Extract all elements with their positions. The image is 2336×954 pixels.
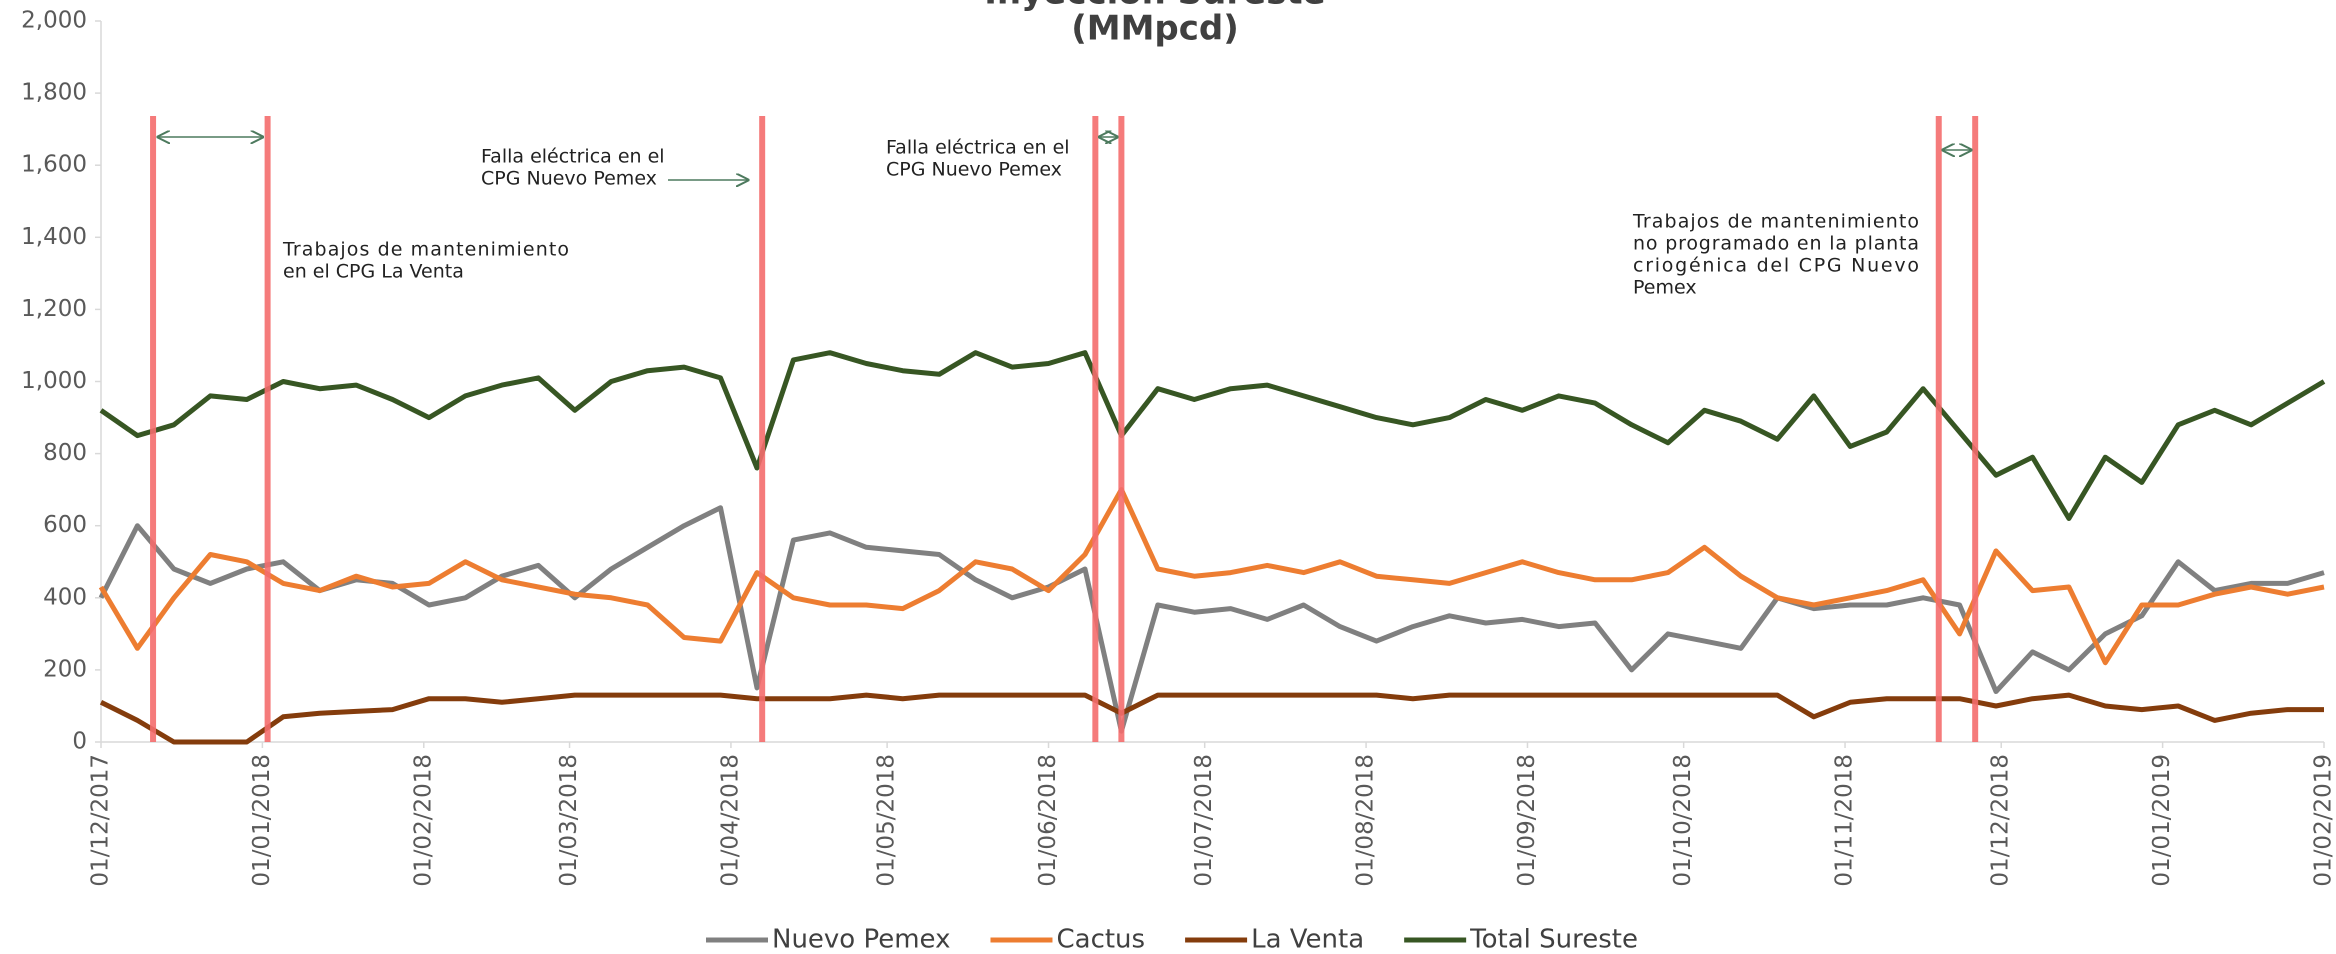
y-tick-label: 2,000 [21, 8, 87, 34]
chart-subtitle: (MMpcd) [1071, 9, 1239, 49]
x-tick-label: 01/02/2019 [2311, 754, 2336, 887]
x-tick-label: 01/01/2019 [2149, 754, 2175, 887]
y-tick-label: 800 [43, 440, 87, 466]
x-tick-label: 01/05/2018 [874, 754, 900, 887]
annotation: CPG Nuevo Pemex [886, 159, 1062, 181]
title: Inyección Sureste (MMpcd) [984, 0, 1326, 49]
x-tick-label: 01/09/2018 [1514, 754, 1540, 887]
y-tick-label: 200 [43, 656, 87, 682]
series-line [98, 487, 2325, 666]
x-tick-label: 01/04/2018 [717, 754, 743, 887]
annotation: Falla eléctrica en el [481, 146, 665, 168]
y-tick-label: 1,800 [21, 80, 87, 106]
x-tick-label: 01/07/2018 [1191, 754, 1217, 887]
y-tick-label: 400 [43, 584, 87, 610]
x-tick-label: 01/06/2018 [1035, 754, 1061, 887]
legend-label: Nuevo Pemex [772, 925, 950, 954]
annotation: CPG Nuevo Pemex [481, 168, 657, 190]
x-tick-label: 01/03/2018 [556, 754, 582, 887]
series-line [99, 350, 2326, 521]
x-tick-label: 01/12/2017 [88, 754, 114, 887]
annotation: en el CPG La Venta [283, 261, 464, 283]
series-line [98, 505, 2325, 734]
annotation: no programado en la planta [1633, 233, 1919, 255]
annotation: Falla eléctrica en el [886, 137, 1070, 159]
annotation: Trabajos de mantenimiento [282, 239, 569, 261]
x-tick-label: 01/12/2018 [1988, 754, 2014, 887]
y-tick-label: 1,600 [21, 152, 87, 178]
y-tick-label: 1,400 [21, 224, 87, 250]
y-tick-label: 1,000 [21, 368, 87, 394]
legend: Nuevo Pemex Cactus La Venta Total Sureste [706, 925, 1638, 954]
x-tick-label: 01/08/2018 [1353, 754, 1379, 887]
y-tick-label: 0 [72, 729, 87, 755]
annotation: criogénica del CPG Nuevo [1633, 255, 1919, 277]
x-tick-label: 01/10/2018 [1670, 754, 1696, 887]
chart-title: Inyección Sureste [984, 0, 1326, 13]
y-tick-label: 1,200 [21, 296, 87, 322]
annotation: Pemex [1633, 277, 1697, 299]
legend-label: Cactus [1056, 925, 1145, 954]
y-tick-label: 600 [43, 512, 87, 538]
x-tick-label: 01/01/2018 [249, 754, 275, 887]
x-tick-label: 01/11/2018 [1832, 754, 1858, 887]
legend-label: Total Sureste [1469, 925, 1638, 954]
legend-label: La Venta [1251, 925, 1364, 954]
series-line [99, 692, 2324, 745]
x-tick-label: 01/02/2018 [410, 754, 436, 887]
annotation: Trabajos de mantenimiento [1632, 211, 1919, 233]
